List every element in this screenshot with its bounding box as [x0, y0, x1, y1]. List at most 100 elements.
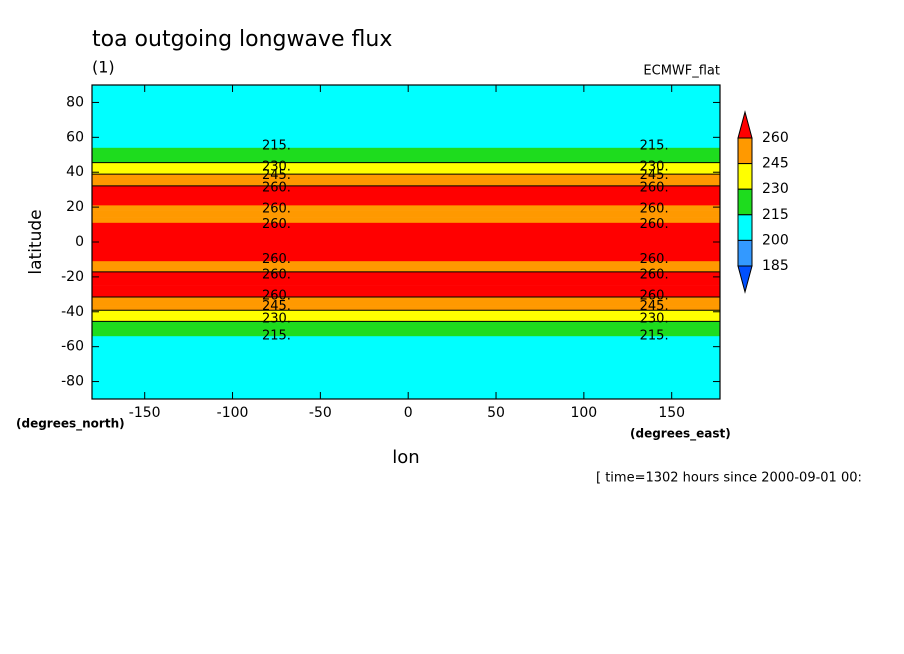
contour-label: 260. [640, 252, 669, 267]
contour-label: 215. [262, 139, 291, 154]
contour-band [92, 174, 720, 178]
colorbar-label: 260 [762, 130, 789, 146]
y-units: (degrees_north) [16, 417, 125, 432]
contour-band [92, 210, 720, 218]
colorbar-label: 230 [762, 181, 789, 197]
contour-band [92, 266, 720, 271]
colorbar-label: 185 [762, 258, 789, 274]
contour-label: 260. [262, 289, 291, 304]
x-tick-label: 150 [658, 405, 685, 421]
y-tick-label: -60 [61, 339, 84, 355]
contour-band [92, 321, 720, 325]
contour-band [92, 336, 720, 340]
contour-label: 260. [640, 180, 669, 195]
contour-label: 260. [640, 201, 669, 216]
colorbar-label: 200 [762, 232, 789, 248]
contour-band [92, 311, 720, 320]
contour-label: 230. [262, 159, 291, 174]
chart-title: toa outgoing longwave flux [92, 27, 392, 52]
colorbar-label: 245 [762, 156, 789, 172]
contour-band [92, 144, 720, 149]
chart-subtitle: (1) [92, 58, 115, 77]
colorbar-arrow [737, 265, 753, 294]
colorbar [737, 110, 753, 294]
y-tick-label: -80 [61, 374, 84, 390]
contour-label: 215. [640, 139, 669, 154]
contour-label: 245. [262, 168, 291, 183]
x-tick-label: -150 [129, 405, 161, 421]
contour-band [92, 271, 720, 278]
contour-band [92, 185, 720, 190]
contour-band [92, 318, 720, 322]
y-tick-label: 20 [66, 199, 84, 215]
contour-band [92, 269, 720, 273]
y-tick-label: -40 [61, 304, 84, 320]
contour-label: 215. [640, 329, 669, 344]
contour-band [92, 184, 720, 187]
contour-label: 260. [262, 217, 291, 232]
contour-band [92, 323, 720, 337]
contour-label: 260. [262, 180, 291, 195]
x-tick-label: 100 [570, 405, 597, 421]
colorbar-swatch [737, 239, 753, 267]
contour-label: 245. [262, 299, 291, 314]
contour-band [92, 160, 720, 163]
y-tick-label: 80 [66, 94, 84, 110]
contour-band [92, 276, 720, 286]
contour-band [92, 296, 720, 300]
contour-label: 230. [640, 159, 669, 174]
contour-label: 260. [262, 252, 291, 267]
colorbar-swatch [737, 214, 753, 241]
y-tick-label: 40 [66, 164, 84, 180]
contour-band [92, 242, 720, 252]
colorbar-arrow [737, 110, 753, 139]
contour-band [92, 162, 720, 166]
contour-label: 260. [640, 217, 669, 232]
x-tick-label: -50 [309, 405, 332, 421]
contour-band [92, 189, 720, 199]
contour-label: 245. [640, 299, 669, 314]
y-axis-label: latitude [26, 209, 46, 274]
colorbar-label: 215 [762, 207, 789, 223]
contour-band [92, 261, 720, 267]
contour-band [92, 85, 720, 145]
contour-label: 215. [262, 329, 291, 344]
contour-label: 230. [262, 311, 291, 326]
dataset-label: ECMWF_flat [643, 64, 720, 79]
colorbar-swatch [737, 163, 753, 190]
contour-label: 260. [262, 201, 291, 216]
contour-band [92, 147, 720, 161]
contour-field [92, 85, 720, 400]
y-tick-label: 0 [75, 234, 84, 250]
colorbar-swatch [737, 188, 753, 216]
x-axis-label: lon [392, 447, 419, 468]
contour-band [92, 250, 720, 262]
x-tick-label: 50 [487, 405, 505, 421]
contour-band [92, 177, 720, 185]
contour-label: 260. [640, 289, 669, 304]
y-tick-label: -20 [61, 269, 84, 285]
contour-band [92, 310, 720, 313]
contour-band [92, 217, 720, 224]
contour-label: 230. [640, 311, 669, 326]
contour-label: 260. [262, 268, 291, 283]
contour-band [92, 306, 720, 311]
contour-band [92, 285, 720, 295]
x-tick-label: 0 [404, 405, 413, 421]
contour-band [92, 294, 720, 298]
contour-band [92, 233, 720, 243]
contour-band [92, 222, 720, 234]
contour-band [92, 165, 720, 173]
contour-band [92, 205, 720, 211]
x-units: (degrees_east) [630, 427, 731, 442]
contour-band [92, 339, 720, 400]
colorbar-swatch [737, 137, 753, 165]
contour-band [92, 198, 720, 206]
x-tick-label: -100 [217, 405, 249, 421]
contour-label: 260. [640, 268, 669, 283]
y-tick-label: 60 [66, 129, 84, 145]
contour-label: 245. [640, 168, 669, 183]
footnote: [ time=1302 hours since 2000-09-01 00: [596, 471, 862, 486]
contour-band [92, 172, 720, 175]
